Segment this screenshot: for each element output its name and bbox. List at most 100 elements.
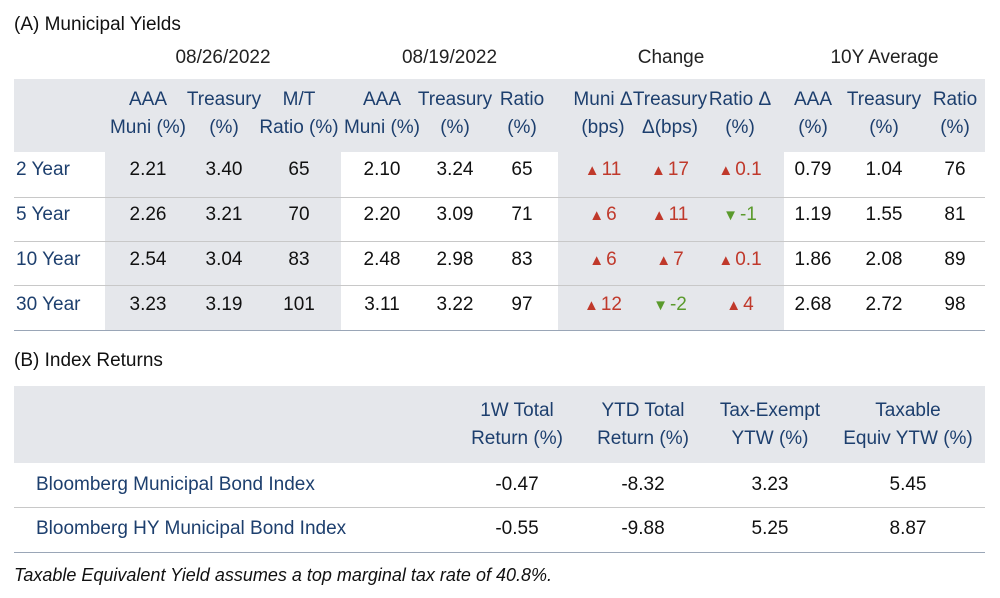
footnote: Taxable Equivalent Yield assumes a top m… [14, 565, 552, 585]
table-cell: 3.11 [364, 294, 400, 315]
up-triangle-icon: ▲ [651, 162, 666, 179]
change-value: 6 [606, 249, 617, 270]
table-cell: 3.19 [205, 294, 243, 315]
change-value: 0.1 [735, 249, 762, 270]
group-header-10y-average: 10Y Average [830, 47, 939, 68]
table-cell: 3.23 [751, 474, 789, 495]
column-header: 1W Total Return (%) [442, 397, 592, 453]
column-header-line2: Δ(bps) [642, 117, 698, 138]
column-header-line2: (bps) [581, 117, 625, 138]
row-label: 5 Year [16, 204, 70, 225]
column-header-line1: Taxable [875, 400, 941, 421]
change-cell: ▲ 11 [630, 204, 710, 226]
table-cell: 83 [511, 249, 533, 270]
index-name: Bloomberg HY Municipal Bond Index [36, 518, 347, 539]
table-cell: 3.24 [436, 159, 474, 180]
table-cell: 65 [288, 159, 310, 180]
change-value: 6 [606, 204, 617, 225]
table-cell: 71 [511, 204, 533, 225]
change-cell: ▼ -1 [700, 204, 780, 226]
section-b-header-band [14, 386, 985, 463]
column-header: AAA (%) [777, 86, 849, 142]
up-triangle-icon: ▲ [726, 297, 742, 314]
table-cell: 3.21 [205, 204, 243, 225]
column-header-line1: Treasury [632, 89, 708, 110]
column-header-line2: (%) [209, 117, 239, 138]
change-cell: ▲ 0.1 [700, 249, 780, 271]
column-header: Treasury (%) [182, 86, 266, 142]
table-cell: 1.86 [794, 249, 832, 270]
up-triangle-icon: ▲ [584, 297, 599, 314]
change-cell: ▲ 0.1 [700, 159, 780, 181]
column-header: Ratio (%) [924, 86, 986, 142]
index-name: Bloomberg Municipal Bond Index [36, 474, 315, 495]
table-cell: 1.55 [865, 204, 903, 225]
group-header-prior: 08/19/2022 [401, 47, 498, 68]
table-cell: 0.79 [794, 159, 832, 180]
change-value: 17 [667, 159, 689, 180]
column-header: M/T Ratio (%) [254, 86, 344, 142]
column-header-line1: M/T [282, 89, 316, 110]
table-cell: 3.23 [129, 294, 167, 315]
column-header-line1: Ratio [932, 89, 978, 110]
column-header: Treasury (%) [839, 86, 929, 142]
column-header: AAA Muni (%) [336, 86, 428, 142]
table-cell: 3.09 [436, 204, 474, 225]
column-header-line1: Ratio Δ [708, 89, 772, 110]
column-header-line2: (%) [798, 117, 828, 138]
change-value: -1 [739, 204, 757, 225]
column-header-line2: Return (%) [471, 428, 563, 449]
column-header: Tax-Exempt YTW (%) [695, 397, 845, 453]
change-value: 11 [601, 159, 622, 180]
row-label: 10 Year [16, 249, 81, 270]
table-cell: 97 [511, 294, 533, 315]
column-header-line2: Ratio (%) [259, 117, 339, 138]
table-cell: 65 [511, 159, 533, 180]
column-header-line2: YTW (%) [731, 428, 809, 449]
table-cell: 2.54 [129, 249, 167, 270]
table-cell: 3.40 [205, 159, 243, 180]
change-value: 11 [668, 204, 689, 225]
table-cell: 1.04 [865, 159, 903, 180]
table-cell: 1.19 [794, 204, 832, 225]
column-header-line2: (%) [440, 117, 470, 138]
table-cell: -0.47 [495, 474, 539, 495]
change-cell: ▲ 12 [563, 294, 643, 316]
row-divider [14, 507, 985, 508]
change-cell: ▲ 6 [563, 204, 643, 226]
column-header-line1: Ratio [499, 89, 545, 110]
table-cell: 2.21 [129, 159, 167, 180]
row-divider [14, 197, 985, 198]
row-label: 2 Year [16, 159, 70, 180]
column-header-line2: (%) [869, 117, 899, 138]
table-cell: 3.04 [205, 249, 243, 270]
change-value: -2 [669, 294, 687, 315]
table-cell: 98 [944, 294, 966, 315]
change-cell: ▲ 4 [700, 294, 780, 316]
row-divider [14, 285, 985, 286]
table-cell: 2.10 [363, 159, 401, 180]
column-header: Treasury Δ(bps) [628, 86, 712, 142]
table-a-bottom-rule [14, 330, 985, 331]
up-triangle-icon: ▲ [718, 162, 734, 179]
change-value: 0.1 [735, 159, 762, 180]
column-header-line2: Return (%) [597, 428, 689, 449]
up-triangle-icon: ▲ [651, 207, 667, 224]
change-value: 7 [673, 249, 684, 270]
row-divider [14, 241, 985, 242]
column-header-line2: (%) [507, 117, 537, 138]
column-header-line1: Treasury [417, 89, 493, 110]
change-cell: ▲ 6 [563, 249, 643, 271]
table-cell: 8.87 [889, 518, 927, 539]
column-header-line1: 1W Total [480, 400, 554, 421]
up-triangle-icon: ▲ [584, 162, 600, 179]
column-header-line2: Equiv YTW (%) [843, 428, 973, 449]
column-header-line1: Tax-Exempt [719, 400, 821, 421]
column-header: YTD Total Return (%) [568, 397, 718, 453]
column-header-line1: Muni Δ [573, 89, 633, 110]
up-triangle-icon: ▲ [656, 252, 672, 269]
change-value: 12 [600, 294, 622, 315]
change-cell: ▲ 11 [563, 159, 643, 181]
down-triangle-icon: ▼ [723, 207, 738, 224]
group-header-change: Change [637, 47, 705, 68]
